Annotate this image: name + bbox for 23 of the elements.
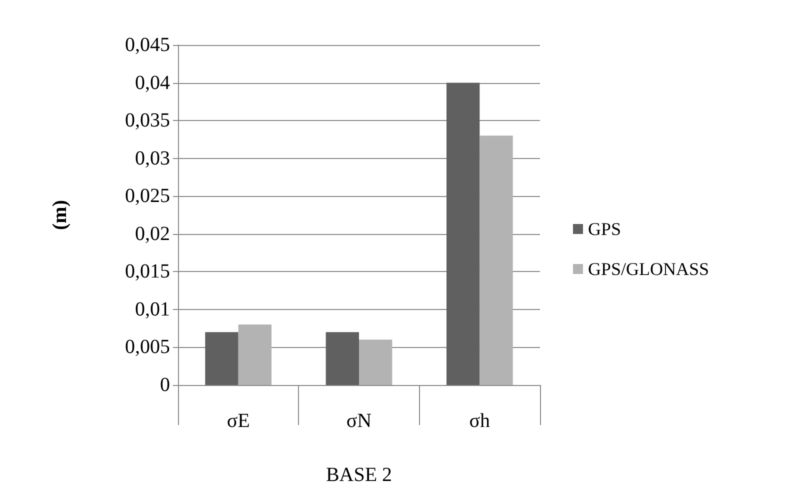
y-tick-label: 0,02 bbox=[135, 222, 170, 245]
y-tick-label: 0 bbox=[160, 374, 170, 396]
x-tick-label: σE bbox=[226, 410, 250, 432]
y-tick-label: 0,03 bbox=[135, 147, 170, 170]
legend-label: GPS bbox=[588, 219, 622, 239]
x-tick-label: σh bbox=[469, 410, 490, 432]
y-tick-label: 0,04 bbox=[135, 72, 170, 94]
y-tick-label: 0,01 bbox=[135, 298, 170, 320]
x-tick-label: σN bbox=[346, 410, 372, 432]
y-axis-title: (m) bbox=[49, 200, 71, 230]
bar bbox=[238, 324, 272, 385]
y-tick-label: 0,015 bbox=[125, 260, 170, 283]
y-tick-label: 0,035 bbox=[125, 110, 170, 132]
y-tick-label: 0,025 bbox=[125, 185, 170, 208]
y-tick-label: 0,005 bbox=[125, 336, 170, 358]
y-tick-label: 0,045 bbox=[125, 34, 170, 56]
bar bbox=[205, 332, 238, 385]
bar bbox=[446, 82, 480, 385]
bar bbox=[480, 136, 513, 385]
legend-label: GPS/GLONASS bbox=[588, 259, 710, 279]
bar bbox=[326, 332, 359, 385]
x-axis-title: BASE 2 bbox=[326, 464, 392, 486]
bar bbox=[359, 340, 392, 385]
